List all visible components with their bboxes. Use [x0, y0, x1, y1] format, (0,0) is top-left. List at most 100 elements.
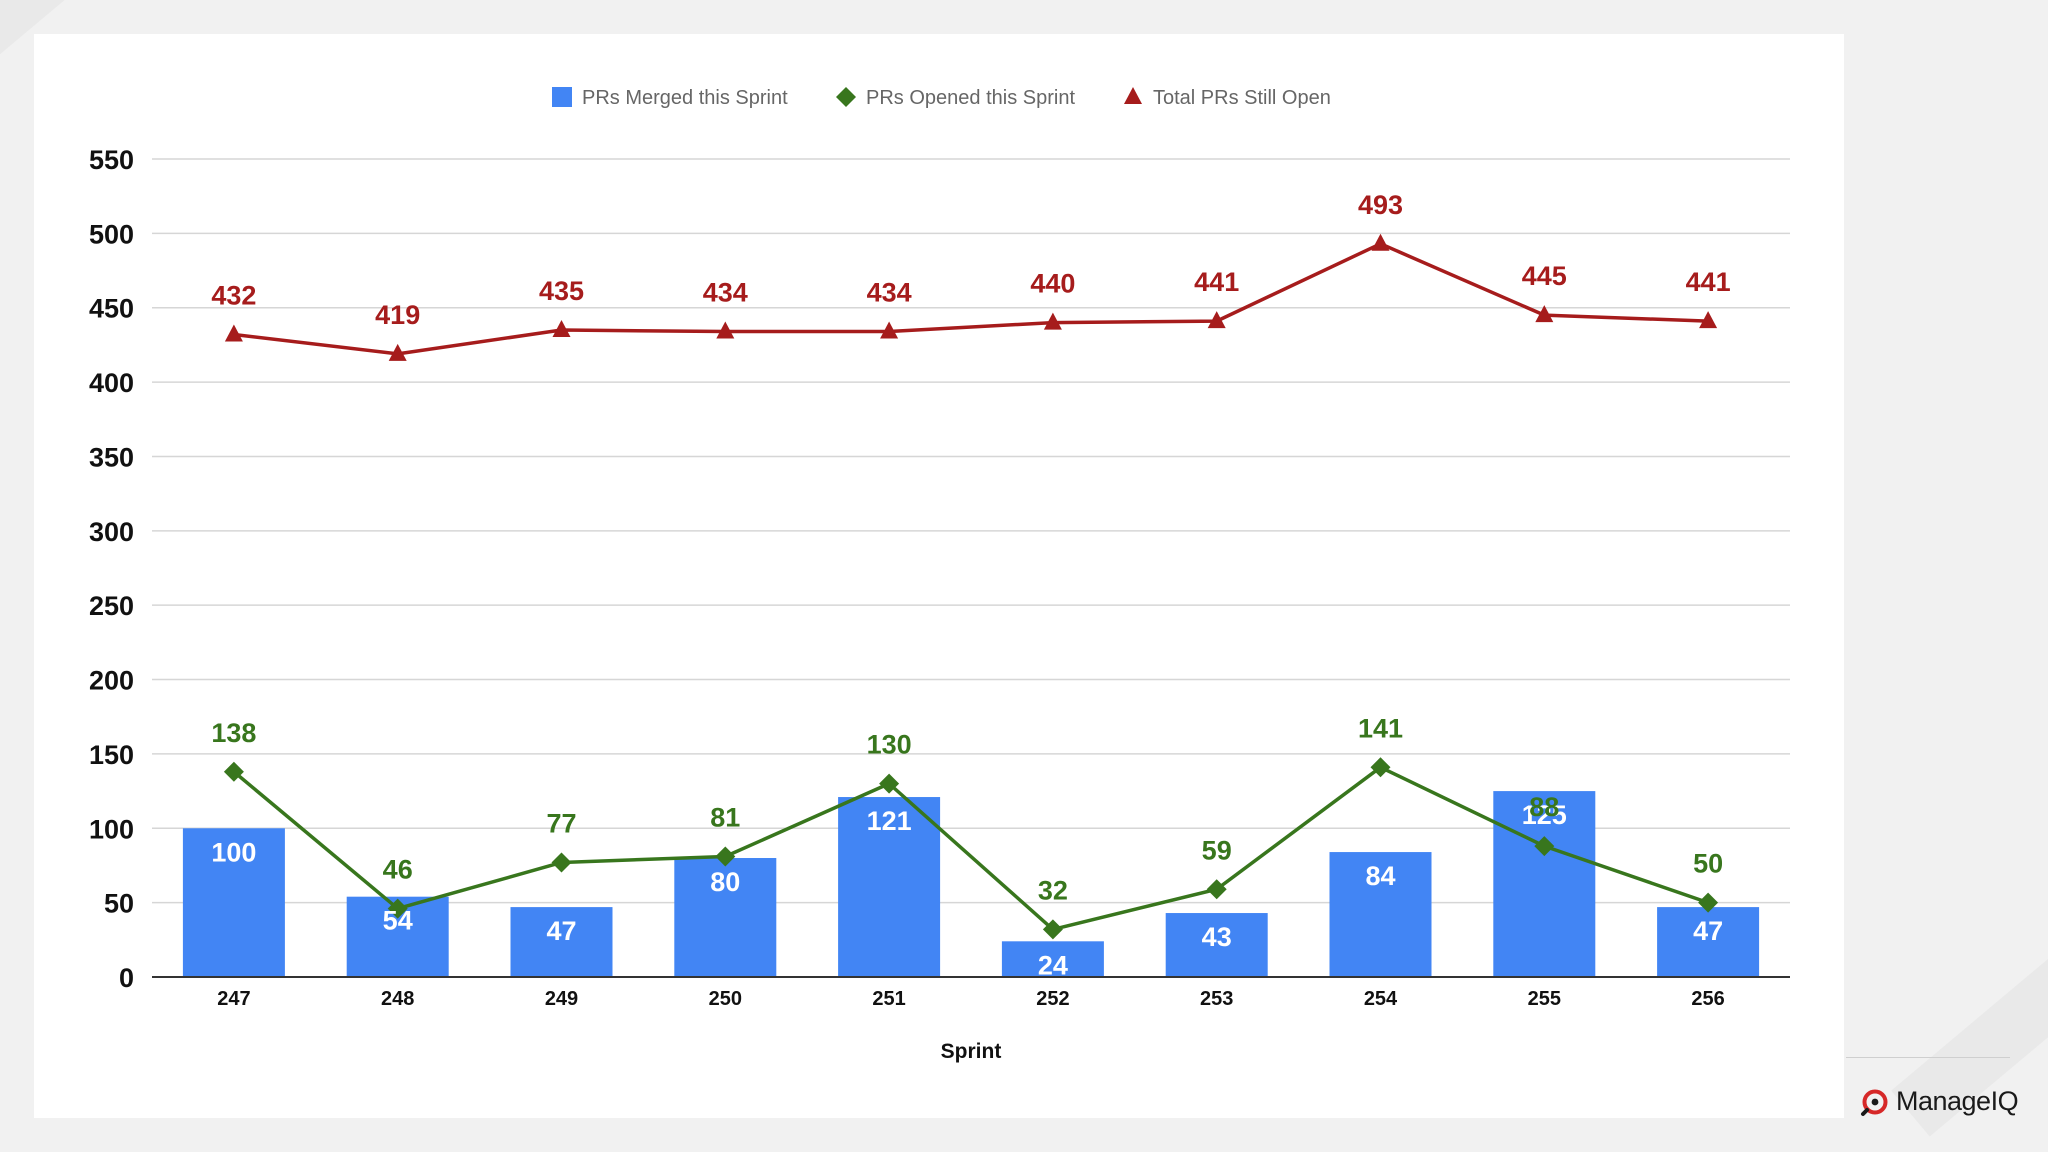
x-axis-title: Sprint	[941, 1040, 1002, 1063]
point-data-label: 441	[1686, 267, 1731, 297]
x-tick-label: 251	[872, 988, 905, 1010]
point-data-label: 32	[1038, 875, 1068, 905]
data-point	[1699, 311, 1718, 329]
point-data-label: 493	[1358, 190, 1403, 220]
bar-data-label: 47	[1693, 916, 1723, 946]
grid: 0 50 100 150 200 250 300 350 400 450 500 550	[89, 145, 1790, 993]
bar	[182, 828, 285, 977]
bar	[1165, 913, 1268, 977]
data-point	[1534, 836, 1555, 857]
bar-series	[182, 791, 1760, 977]
point-data-label: 419	[375, 300, 420, 330]
point-data-label: 130	[867, 730, 912, 760]
point-data-label: 434	[703, 278, 748, 308]
y-tick-label: 300	[89, 517, 134, 547]
bar-data-label: 43	[1202, 922, 1232, 952]
point-data-label: 81	[710, 803, 740, 833]
data-labels: 100 54 47 80 121 24 43 84 125 47 138 46 77 81 130 32 59 1…	[211, 190, 1730, 981]
line-series	[223, 233, 1719, 940]
y-tick-label: 200	[89, 666, 134, 696]
bar-data-label: 47	[546, 916, 576, 946]
x-tick-label: 254	[1364, 988, 1398, 1010]
brand-logo: ManageIQ	[1860, 1086, 2019, 1117]
data-point	[1042, 919, 1063, 940]
legend-marker	[552, 87, 572, 107]
series-line	[233, 242, 1709, 356]
x-tick-label: 252	[1036, 988, 1069, 1010]
point-data-label: 138	[211, 718, 256, 748]
legend-marker	[836, 87, 856, 107]
point-data-label: 440	[1030, 269, 1075, 299]
data-point	[880, 321, 899, 339]
bar-data-label: 121	[867, 806, 912, 836]
point-data-label: 50	[1693, 849, 1723, 879]
series-line	[232, 765, 1709, 932]
point-data-label: 88	[1529, 792, 1559, 822]
point-data-label: 77	[546, 808, 576, 838]
bar	[674, 858, 777, 977]
y-tick-label: 500	[89, 219, 134, 249]
point-data-label: 441	[1194, 267, 1239, 297]
point-data-label: 445	[1522, 261, 1567, 291]
bar-data-label: 54	[383, 906, 413, 936]
x-tick-label: 256	[1691, 988, 1724, 1010]
point-data-label: 434	[867, 278, 912, 308]
legend: PRs Merged this Sprint PRs Opened this Sp…	[552, 87, 1331, 109]
bar-data-label: 24	[1038, 950, 1068, 980]
x-tick-label: 249	[545, 988, 578, 1010]
bar-data-label: 100	[211, 837, 256, 867]
bar	[1329, 852, 1432, 977]
point-data-label: 435	[539, 276, 584, 306]
data-point	[1535, 305, 1554, 323]
chart: PRs Merged this Sprint PRs Opened this Sp…	[89, 87, 1790, 1063]
data-point	[1043, 312, 1062, 330]
data-point	[387, 898, 408, 919]
x-tick-label: 255	[1528, 988, 1561, 1010]
y-tick-label: 350	[89, 442, 134, 472]
data-point	[1698, 892, 1719, 913]
data-point	[388, 343, 407, 361]
bar-data-label: 84	[1365, 861, 1395, 891]
data-point	[223, 761, 244, 782]
data-point	[224, 324, 243, 342]
bar	[838, 797, 941, 977]
bar	[1657, 907, 1760, 977]
x-tick-label: 253	[1200, 988, 1233, 1010]
data-point	[715, 846, 736, 867]
point-data-label: 46	[383, 855, 413, 885]
point-data-label: 59	[1202, 835, 1232, 865]
bar-data-label: 80	[710, 867, 740, 897]
y-tick-label: 400	[89, 368, 134, 398]
x-tick-label: 250	[709, 988, 742, 1010]
bar-data-label: 125	[1522, 800, 1567, 830]
chart-card: PRs Merged this Sprint PRs Opened this Sp…	[34, 34, 1844, 1118]
point-data-label: 141	[1358, 713, 1403, 743]
bar	[1001, 941, 1104, 977]
y-tick-label: 100	[89, 814, 134, 844]
legend-label: Total PRs Still Open	[1153, 87, 1331, 109]
data-point	[552, 320, 571, 338]
y-tick-label: 150	[89, 740, 134, 770]
data-point	[1371, 233, 1390, 251]
legend-marker	[1124, 87, 1142, 104]
bar	[1493, 791, 1596, 977]
x-tick-label: 247	[217, 988, 250, 1010]
bar	[510, 907, 613, 977]
legend-label: PRs Merged this Sprint	[582, 87, 788, 109]
data-point	[1207, 311, 1226, 329]
data-point	[551, 852, 572, 873]
y-tick-label: 550	[89, 145, 134, 175]
data-point	[1206, 879, 1227, 900]
data-point	[879, 773, 900, 794]
data-point	[716, 321, 735, 339]
y-tick-label: 0	[119, 963, 134, 993]
y-tick-label: 50	[104, 889, 134, 919]
manageiq-icon	[1861, 1089, 1888, 1116]
point-data-label: 432	[211, 280, 256, 310]
y-tick-label: 450	[89, 294, 134, 324]
data-point	[1370, 757, 1391, 778]
x-axis: 247 248 249 250 251 252 253 254 255 256 Sprint	[152, 976, 1790, 1063]
brand-name: ManageIQ	[1896, 1086, 2019, 1116]
x-tick-label: 248	[381, 988, 414, 1010]
y-tick-label: 250	[89, 591, 134, 621]
